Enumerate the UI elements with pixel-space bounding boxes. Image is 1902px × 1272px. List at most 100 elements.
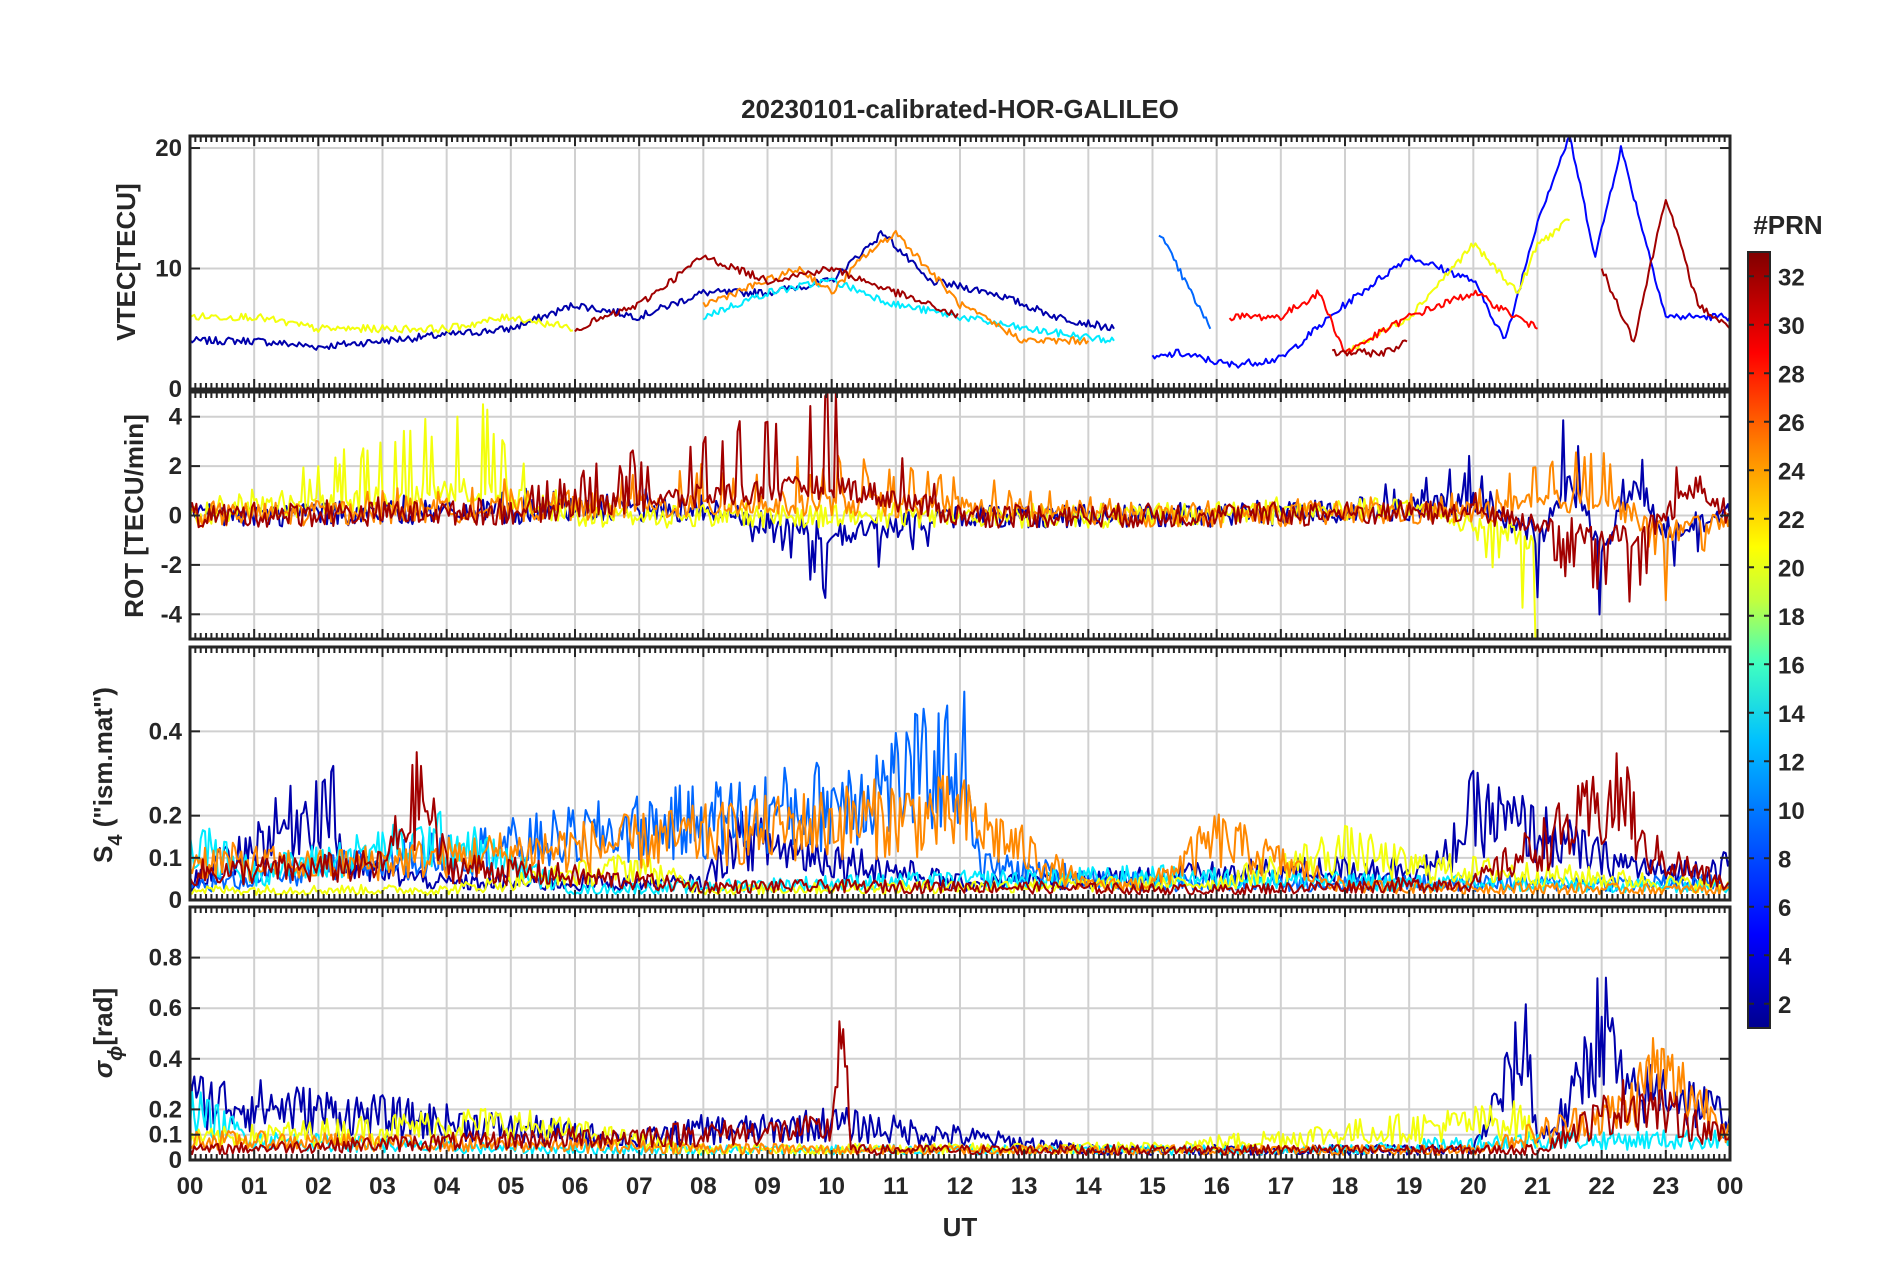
prn-20-trace [190,824,1730,896]
y-tick-label: 0.2 [149,803,182,830]
colorbar-tick-label: 8 [1778,846,1791,873]
x-tick-label: 08 [690,1173,717,1200]
x-tick-label: 01 [241,1173,268,1200]
x-tick-label: 06 [562,1173,589,1200]
chart-title: 20230101-calibrated-HOR-GALILEO [741,94,1179,124]
rot-ylabel: ROT [TECU/min] [119,414,149,618]
y-tick-label: 4 [169,404,183,431]
sigma-ylabel-sub: ϕ [105,1046,127,1061]
colorbar-tick-label: 10 [1778,798,1805,825]
colorbar-tick-label: 12 [1778,749,1805,776]
y-tick-label: 0.8 [149,945,182,972]
x-tick-label: 19 [1396,1173,1423,1200]
colorbar-tick-label: 18 [1778,604,1805,631]
y-tick-label: 0.4 [149,1046,183,1073]
x-tick-label: 21 [1524,1173,1551,1200]
y-tick-label: 0.4 [149,718,183,745]
y-tick-label: -4 [161,601,183,628]
rot-traces [190,392,1730,639]
x-tick-label: 09 [754,1173,781,1200]
s4-panel: 0 0.1 0.2 0.4 S4 ("ism.mat") [88,645,1732,914]
sigma-ylabel: σϕ[rad] [88,988,127,1078]
prn-28-trace [1228,289,1538,354]
s4-ylabel-rest: ("ism.mat") [88,687,118,834]
x-tick-label: 10 [818,1173,845,1200]
prn-2-trace [190,230,1115,351]
colorbar-tick-label: 30 [1778,313,1805,340]
x-tick-label: 17 [1267,1173,1294,1200]
prn-31-trace [190,392,1730,603]
x-tick-label: 13 [1011,1173,1038,1200]
sigma-ylabel-main: σ [88,1059,118,1078]
y-tick-label: 0 [169,376,182,403]
x-tick-label: 00 [1717,1173,1744,1200]
vtec-panel: 0 10 20 VTEC[TECU] [111,134,1732,403]
prn-5-trace [1151,136,1730,369]
vtec-traces [190,136,1730,369]
x-tick-label: 05 [497,1173,524,1200]
colorbar-tick-label: 32 [1778,264,1805,291]
x-tick-labels: 00 01 02 03 04 05 06 07 08 09 10 11 12 13 14 15 16 17 18 19… [177,1173,1744,1200]
colorbar-label: #PRN [1753,210,1822,240]
x-tick-label: 18 [1332,1173,1359,1200]
y-tick-label: 0.1 [149,845,182,872]
y-tick-label: 0.6 [149,995,182,1022]
y-tick-label: -2 [161,552,182,579]
colorbar-tick-label: 2 [1778,992,1791,1019]
x-tick-label: 22 [1588,1173,1615,1200]
x-tick-label: 14 [1075,1173,1102,1200]
s4-traces [190,690,1730,896]
x-tick-label: 07 [626,1173,653,1200]
y-tick-label: 0 [169,1147,182,1174]
colorbar-tick-label: 26 [1778,410,1805,437]
prn-31-trace [574,199,1730,358]
colorbar-tick-label: 14 [1778,701,1805,728]
sigma-ticks: 00.10.2 0.4 0.6 0.8 [149,907,1731,1174]
y-tick-label: 0.1 [149,1122,182,1149]
y-tick-label: 10 [155,256,182,283]
y-tick-label: 0.2 [149,1096,182,1123]
vtec-ticks: 0 10 20 [155,135,1731,403]
x-axis-label: UT [943,1212,978,1242]
x-tick-label: 00 [177,1173,204,1200]
s4-ticks: 0 0.1 0.2 0.4 [149,647,1731,914]
x-tick-label: 11 [883,1173,908,1200]
colorbar-tick-label: 20 [1778,555,1805,582]
x-tick-label: 15 [1139,1173,1166,1200]
y-tick-label: 0 [169,887,182,914]
x-tick-label: 12 [947,1173,974,1200]
colorbar-tick-label: 24 [1778,458,1805,485]
prn-12-trace [702,277,1115,344]
x-tick-label: 16 [1203,1173,1230,1200]
colorbar-tick-label: 4 [1778,943,1792,970]
sigma-panel: 00.10.2 0.4 0.6 0.8 σϕ[rad] [88,905,1732,1174]
y-tick-label: 20 [155,135,182,162]
y-tick-label: 2 [169,453,182,480]
x-tick-label: 02 [305,1173,332,1200]
s4-ylabel-main: S [88,846,118,863]
sigma-ylabel-rest: [rad] [88,988,118,1046]
prn-8-trace [1158,234,1212,330]
x-tick-label: 04 [433,1173,460,1200]
colorbar-tick-label: 22 [1778,507,1805,534]
colorbar-ramp [1747,251,1771,1029]
colorbar-tick-label: 16 [1778,652,1805,679]
x-tick-label: 03 [369,1173,396,1200]
s4-ylabel: S4 ("ism.mat") [88,687,127,863]
prn-24-trace [702,229,1090,346]
prn-20-trace [190,218,1570,354]
vtec-ylabel: VTEC[TECU] [111,183,141,340]
x-tick-label: 20 [1460,1173,1487,1200]
vtec-grid [190,136,1730,390]
colorbar-tick-label: 28 [1778,361,1805,388]
prn-24-trace [190,774,1730,896]
rot-panel: -4 -2 0 2 4 ROT [TECU/min] [119,390,1732,641]
y-tick-label: 0 [169,503,182,530]
rot-ticks: -4 -2 0 2 4 [161,392,1731,639]
s4-ylabel-sub: 4 [105,834,127,846]
x-tick-label: 23 [1652,1173,1679,1200]
prn-31-trace [190,751,1730,896]
